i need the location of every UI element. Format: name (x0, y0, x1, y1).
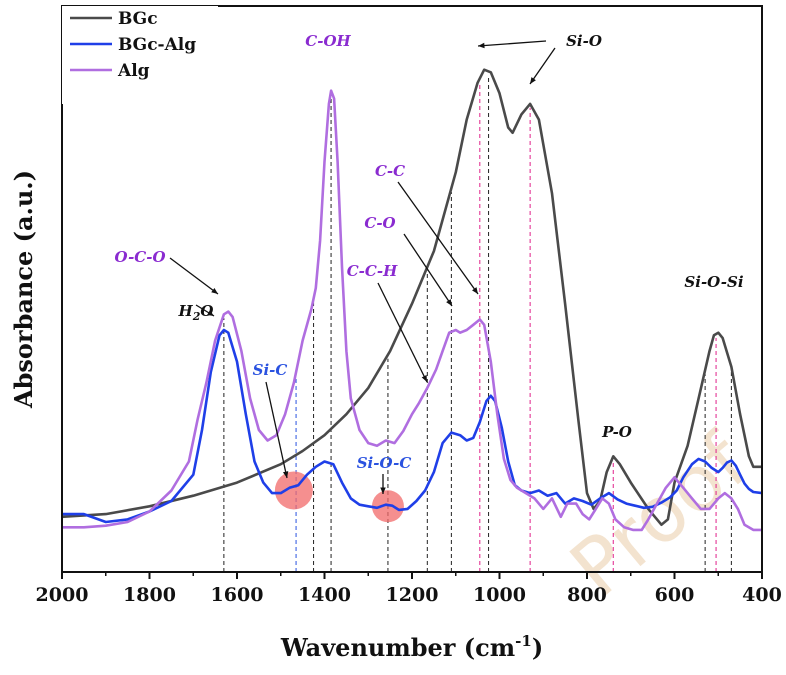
annotation-arrowhead-8 (421, 375, 427, 382)
annotation-1: Si-O (566, 32, 602, 50)
annotation-7: C-O (364, 214, 395, 232)
x-tick-label: 800 (567, 584, 607, 606)
x-tick-label: 1400 (298, 584, 351, 606)
x-tick-label: 400 (742, 584, 782, 606)
annotation-arrowhead-7 (446, 299, 452, 306)
annotation-arrow-6 (397, 181, 479, 295)
annotation-arrow-1 (529, 47, 556, 85)
annotation-arrowhead-3 (207, 310, 214, 316)
annotation-8: C-C-H (347, 262, 398, 280)
annotation-3: H2O (178, 302, 214, 323)
annotation-arrow-7 (403, 233, 453, 307)
legend-label-bgc: BGc (118, 9, 158, 29)
y-axis-label: Absorbance (a.u.) (9, 170, 38, 409)
annotation-6: C-C (375, 162, 405, 180)
annotation-arrow-8 (377, 282, 428, 383)
series-line-bgc (61, 68, 762, 526)
series-lines (61, 68, 763, 532)
x-tick-label: 1800 (123, 584, 176, 606)
x-tick-label: 1000 (473, 584, 526, 606)
x-axis-ticks: 2000 1800 1600 1400 1200 1000 800 600 400 (36, 572, 782, 606)
legend: BGc BGc-Alg Alg (62, 6, 218, 104)
annotation-arrow-4 (265, 381, 288, 479)
x-tick-label: 1200 (386, 584, 439, 606)
annotation-sub: 2 (192, 310, 201, 323)
annotation-10: Si-O-Si (684, 273, 743, 291)
annotation-arrowhead-4 (282, 471, 289, 478)
annotation-5: Si-O-C (357, 454, 412, 472)
highlight-circle-0 (274, 471, 313, 510)
legend-label-alg: Alg (117, 61, 150, 81)
annotation-arrow-2 (169, 257, 219, 295)
annotation-9: P-O (601, 423, 632, 441)
series-line-bgc-alg (62, 328, 763, 524)
series-line-alg (62, 89, 762, 532)
annotation-arrowhead-0 (478, 42, 485, 49)
annotation-0: C-OH (305, 32, 351, 50)
annotation-arrowhead-6 (472, 287, 478, 294)
annotation-arrowhead-5 (380, 487, 386, 494)
annotation-2: O-C-O (114, 248, 165, 266)
x-tick-label: 1600 (211, 584, 264, 606)
x-tick-label: 600 (655, 584, 695, 606)
annotation-arrow-0 (477, 40, 547, 47)
x-axis-label: Wavenumber (cm-1) (280, 632, 543, 662)
annotation-arrowhead-1 (530, 77, 536, 84)
legend-box (62, 6, 218, 104)
annotation-4: Si-C (253, 361, 288, 379)
annotation-arrowhead-2 (211, 287, 218, 294)
peak-annotations: C-OH Si-O O-C-O H2O Si-C Si-O-C C-C C-O C-C-H P-O… (114, 32, 744, 494)
x-tick-label: 2000 (36, 584, 89, 606)
legend-label-bgc-alg: BGc-Alg (118, 35, 196, 55)
